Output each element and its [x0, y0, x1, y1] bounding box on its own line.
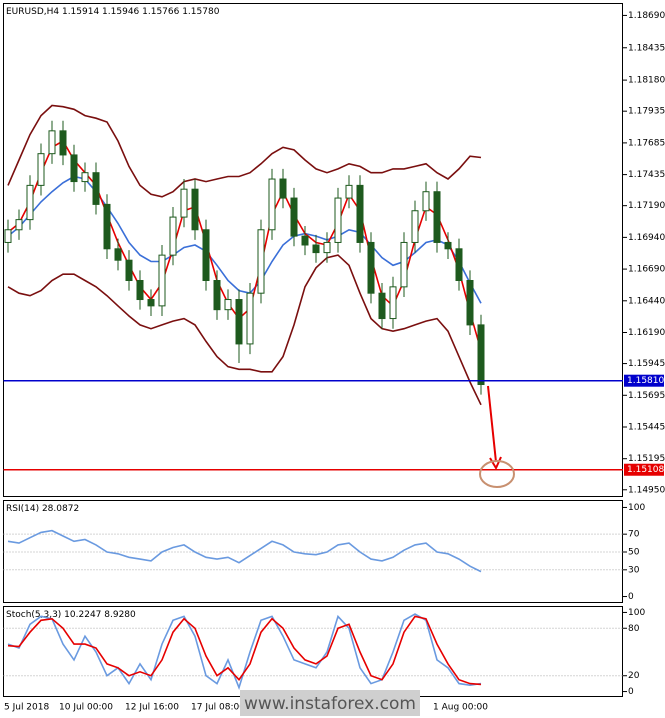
candle-body: [114, 248, 122, 261]
y-tick-label: 1.18690: [628, 11, 665, 21]
candle-body: [59, 130, 67, 156]
target-circle: [479, 460, 515, 488]
y-tick-label: 1.15945: [628, 359, 665, 369]
candle-body: [158, 254, 166, 307]
candle-body: [147, 299, 155, 307]
candle-body: [103, 203, 111, 250]
y-tick-label: 1.15695: [628, 391, 665, 401]
candle-body: [367, 241, 375, 294]
indicator-line: [7, 615, 482, 686]
candle-body: [356, 184, 364, 243]
candle-body: [334, 197, 342, 243]
candle-body: [92, 172, 100, 205]
y-tick-label: 1.16690: [628, 265, 665, 275]
price-level-label: 1.15108: [627, 465, 664, 475]
candle-body: [125, 259, 133, 282]
candle-body: [323, 241, 331, 254]
candle-body: [169, 216, 177, 256]
candle-body: [26, 184, 34, 221]
candle-body: [444, 241, 452, 250]
y-tick-label: 1.15445: [628, 422, 665, 432]
y-tick-label: 100: [628, 608, 645, 618]
y-tick-label: 70: [628, 530, 640, 540]
main-panel: [3, 3, 623, 497]
candle-body: [48, 130, 56, 155]
plot-layer: EURUSD,H4 1.15914 1.15946 1.15766 1.1578…: [3, 7, 665, 713]
y-tick-label: 1.14950: [628, 485, 665, 495]
x-tick-label: 5 Jul 2018: [4, 703, 49, 713]
candle-body: [345, 184, 353, 199]
indicator-line: [7, 613, 482, 691]
y-tick-label: 100: [628, 503, 645, 513]
panel-title: EURUSD,H4 1.15914 1.15946 1.15766 1.1578…: [6, 7, 220, 17]
watermark: www.instaforex.com: [244, 694, 416, 714]
y-tick-label: 1.18435: [628, 43, 665, 53]
watermark-box: [240, 690, 420, 716]
y-tick-label: 1.18180: [628, 76, 665, 86]
candle-body: [202, 229, 210, 282]
candle-body: [466, 280, 474, 326]
candle-body: [15, 219, 23, 231]
y-tick-label: 0: [628, 687, 634, 697]
candle-body: [433, 191, 441, 243]
candle-body: [378, 292, 386, 320]
y-tick-label: 0: [628, 592, 634, 602]
candle-body: [411, 210, 419, 243]
indicator-line: [7, 529, 482, 573]
y-tick-label: 50: [628, 547, 640, 557]
candle-body: [246, 292, 254, 345]
candle-body: [422, 191, 430, 212]
candle-body: [257, 229, 265, 294]
forecast-annotation: [479, 385, 515, 488]
y-tick-label: 1.16940: [628, 233, 665, 243]
x-tick-label: 17 Jul 08:00: [191, 703, 245, 713]
y-tick-label: 1.17935: [628, 107, 665, 117]
y-tick-label: 1.16440: [628, 296, 665, 306]
candle-body: [213, 280, 221, 311]
x-tick-label: 1 Aug 00:00: [433, 703, 488, 713]
y-tick-label: 20: [628, 671, 640, 681]
y-tick-label: 30: [628, 565, 640, 575]
candle-body: [400, 241, 408, 288]
y-tick-label: 1.17435: [628, 170, 665, 180]
forecast-arrow: [487, 385, 497, 463]
candle-body: [81, 172, 89, 183]
candle-body: [136, 280, 144, 301]
candle-body: [70, 154, 78, 183]
candle-body: [235, 299, 243, 345]
indicator-line: [7, 104, 482, 198]
price-level-box: [624, 374, 664, 387]
candle-body: [191, 188, 199, 231]
candle-body: [455, 248, 463, 282]
candle-body: [477, 324, 485, 386]
candle-body: [37, 153, 45, 186]
candle-body: [268, 178, 276, 231]
candle-body: [290, 197, 298, 237]
candle-body: [312, 244, 320, 254]
panel-title: RSI(14) 28.0872: [6, 504, 79, 514]
y-tick-label: 1.17190: [628, 201, 665, 211]
candle-body: [4, 229, 12, 243]
panel-title: Stoch(5,3,3) 10.2247 8.9280: [6, 610, 136, 620]
candle-body: [224, 299, 232, 311]
y-tick-label: 1.15195: [628, 454, 665, 464]
indicator-line: [7, 254, 482, 406]
candle-body: [389, 286, 397, 320]
y-tick-label: 1.16190: [628, 328, 665, 338]
y-tick-label: 80: [628, 624, 640, 634]
candle-body: [301, 235, 309, 246]
x-tick-label: 10 Jul 00:00: [59, 703, 113, 713]
candle-body: [279, 178, 287, 199]
x-tick-label: 12 Jul 16:00: [125, 703, 179, 713]
y-tick-label: 1.17685: [628, 138, 665, 148]
candle-body: [180, 188, 188, 218]
price-level-box: [624, 463, 664, 476]
price-level-label: 1.15810: [627, 376, 664, 386]
